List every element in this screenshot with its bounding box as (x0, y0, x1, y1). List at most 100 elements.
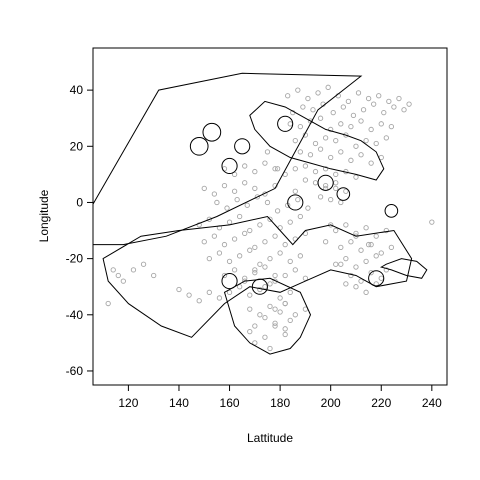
data-point (333, 171, 339, 178)
data-point (348, 239, 354, 245)
data-point (328, 196, 334, 203)
data-point (368, 126, 374, 133)
data-point (363, 138, 369, 144)
data-point (353, 174, 359, 180)
data-point (338, 244, 344, 251)
outline-layer (93, 72, 428, 355)
data-point (282, 331, 288, 338)
data-point (292, 267, 298, 273)
data-point (368, 241, 374, 248)
data-point (333, 227, 339, 234)
data-point (315, 90, 321, 96)
data-point (312, 140, 319, 147)
data-point (267, 281, 273, 287)
data-point (282, 300, 288, 307)
x-tick-label: 140 (169, 396, 189, 410)
data-point (373, 253, 379, 259)
data-point (247, 306, 253, 312)
data-point (348, 272, 354, 279)
data-point (343, 222, 349, 228)
region-circle (384, 204, 399, 218)
data-point (322, 135, 329, 141)
data-point (262, 334, 268, 340)
x-tick-label: 240 (422, 396, 442, 410)
data-point (272, 272, 278, 279)
data-point (201, 185, 207, 192)
data-point (242, 163, 248, 169)
data-point (264, 199, 271, 206)
data-point (272, 320, 278, 326)
data-point (224, 205, 230, 211)
data-point (358, 152, 364, 158)
data-point (242, 180, 248, 186)
data-point (340, 104, 346, 110)
data-point (292, 138, 298, 144)
data-point (371, 101, 377, 107)
data-point (252, 168, 258, 175)
data-point (267, 255, 273, 262)
data-point (272, 166, 278, 172)
data-point (257, 261, 263, 267)
data-point (302, 275, 309, 281)
data-point (272, 233, 278, 239)
x-tick-label: 180 (270, 396, 290, 410)
data-point (322, 239, 329, 245)
region-circle (221, 157, 238, 175)
data-point (383, 267, 389, 273)
data-point (252, 323, 258, 329)
x-tick-label: 120 (118, 396, 138, 410)
data-point (328, 154, 334, 161)
data-point (257, 312, 263, 318)
data-point (277, 309, 283, 315)
data-point (401, 107, 407, 113)
points-layer (105, 84, 435, 352)
y-tick-label: 40 (70, 83, 84, 97)
y-tick-label: -20 (66, 252, 84, 266)
y-tick-label: -60 (66, 364, 84, 378)
data-point (274, 208, 281, 214)
data-point (272, 306, 278, 312)
data-point (140, 261, 147, 267)
data-point (358, 247, 364, 253)
data-point (348, 157, 354, 163)
data-point (252, 340, 258, 346)
region-circle (368, 270, 385, 287)
data-point (322, 182, 329, 189)
data-point (176, 286, 182, 293)
data-point (211, 233, 218, 239)
data-point (383, 135, 389, 141)
data-point (365, 95, 372, 102)
data-point (226, 258, 233, 265)
data-point (355, 90, 362, 96)
data-point (333, 261, 339, 267)
data-point (267, 216, 273, 222)
data-point (287, 258, 293, 265)
data-point (388, 123, 395, 130)
data-point (406, 101, 412, 107)
data-point (282, 241, 288, 248)
data-point (368, 270, 374, 276)
data-point (262, 314, 268, 321)
data-point (262, 264, 268, 270)
data-point (363, 289, 369, 295)
data-point (386, 98, 392, 105)
data-point (360, 107, 367, 113)
data-point (396, 95, 402, 102)
data-point (353, 284, 359, 290)
data-point (297, 149, 303, 155)
y-axis: -60 -40 -20 0 20 40 (66, 83, 93, 378)
data-point (368, 160, 374, 166)
data-point (287, 317, 293, 324)
data-point (302, 177, 309, 183)
data-point (237, 253, 243, 259)
data-point (348, 123, 354, 130)
region-circle (202, 122, 222, 142)
data-point (363, 225, 369, 231)
data-point (333, 185, 339, 192)
data-point (221, 241, 228, 248)
data-point (285, 93, 291, 99)
data-point (325, 84, 331, 90)
plot-frame (92, 47, 448, 386)
